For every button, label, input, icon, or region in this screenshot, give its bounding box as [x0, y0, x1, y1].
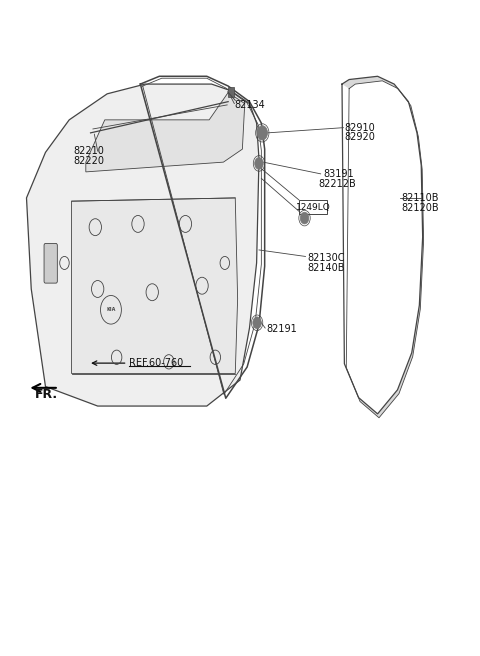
- Text: 82212B: 82212B: [318, 178, 356, 189]
- Circle shape: [255, 157, 263, 169]
- Text: 82210: 82210: [73, 146, 104, 156]
- Text: KIA: KIA: [106, 307, 116, 312]
- Circle shape: [300, 213, 309, 224]
- Text: 82920: 82920: [344, 133, 375, 142]
- Text: 82110B: 82110B: [401, 193, 439, 203]
- Text: 82910: 82910: [344, 123, 375, 133]
- Text: 82130C: 82130C: [307, 253, 345, 263]
- Polygon shape: [72, 198, 238, 373]
- Polygon shape: [26, 84, 259, 406]
- Text: FR.: FR.: [35, 388, 58, 401]
- Polygon shape: [86, 92, 245, 172]
- Text: 82120B: 82120B: [401, 203, 439, 213]
- Bar: [299, 200, 327, 214]
- Text: 82140B: 82140B: [307, 262, 345, 272]
- FancyBboxPatch shape: [44, 243, 57, 283]
- Text: 83191: 83191: [323, 169, 354, 179]
- Bar: [228, 87, 234, 97]
- Text: 82220: 82220: [73, 156, 104, 166]
- Circle shape: [257, 126, 267, 140]
- Circle shape: [253, 317, 261, 329]
- Text: 1249LQ: 1249LQ: [296, 203, 330, 211]
- Text: 82134: 82134: [234, 100, 265, 110]
- Text: REF.60-760: REF.60-760: [129, 358, 183, 368]
- Polygon shape: [342, 76, 424, 418]
- Text: 82191: 82191: [266, 324, 297, 335]
